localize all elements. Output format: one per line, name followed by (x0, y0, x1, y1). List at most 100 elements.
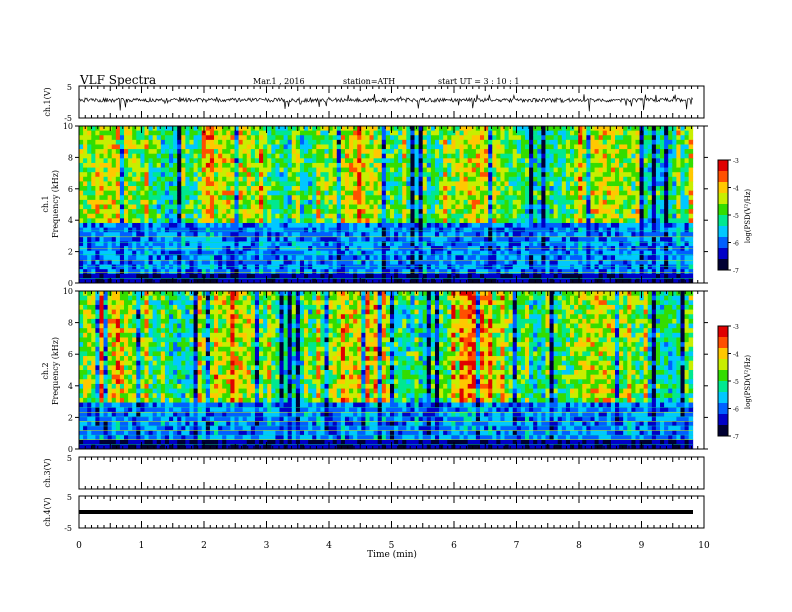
spectrogram-cell (406, 195, 411, 201)
spectrogram-cell (537, 158, 542, 164)
spectrogram-cell (99, 199, 104, 205)
spectrogram-cell (365, 250, 370, 256)
spectrogram-cell (537, 213, 542, 219)
spectrogram-cell (79, 135, 84, 141)
spectrogram-cell (668, 190, 673, 196)
spectrogram-cell (615, 255, 620, 261)
spectrogram-cell (124, 264, 129, 270)
spectrogram-cell (516, 139, 522, 145)
spectrogram-cell (336, 255, 342, 261)
spectrogram-cell (164, 273, 170, 279)
spectrogram-cell (439, 190, 444, 196)
spectrogram-cell (156, 273, 162, 279)
spectrogram-cell (218, 167, 223, 173)
spectrogram-cell (83, 241, 88, 247)
spectrogram-cell (287, 195, 293, 201)
spectrogram-cell (504, 172, 510, 178)
spectrogram-cell (214, 186, 219, 192)
spectrogram-cell (475, 199, 481, 205)
spectrogram-cell (639, 232, 645, 238)
spectrogram-cell (156, 144, 162, 150)
spectrogram-cell (623, 130, 628, 136)
spectrogram-cell (660, 167, 665, 173)
spectrogram-cell (344, 269, 350, 275)
spectrogram-cell (463, 209, 469, 215)
spectrogram-cell (128, 195, 133, 201)
spectrogram-cell (385, 158, 391, 164)
spectrogram-cell (639, 213, 645, 219)
spectrogram-cell (242, 190, 248, 196)
spectrogram-cell (377, 153, 383, 159)
spectrogram-cell (574, 222, 579, 228)
spectrogram-cell (242, 130, 248, 136)
spectrogram-cell (246, 232, 252, 238)
spectrogram-cell (83, 176, 88, 182)
spectrogram-cell (606, 227, 612, 233)
spectrogram-cell (271, 241, 276, 247)
spectrogram-cell (385, 176, 391, 182)
spectrogram-cell (279, 241, 284, 247)
spectrogram-cell (500, 213, 505, 219)
spectrogram-cell (516, 167, 522, 173)
spectrogram-cell (627, 227, 632, 233)
spectrogram-cell (254, 222, 260, 228)
spectrogram-cell (91, 186, 96, 192)
spectrogram-cell (95, 190, 100, 196)
spectrogram-cell (574, 213, 579, 219)
spectrogram-cell (488, 218, 493, 224)
spectrogram-cell (619, 255, 624, 261)
spectrogram-cell (144, 130, 149, 136)
spectrogram-cell (119, 139, 125, 145)
spectrogram-cell (205, 227, 211, 233)
spectrogram-cell (394, 241, 399, 247)
spectrogram-cell (582, 153, 587, 159)
spectrogram-cell (377, 213, 383, 219)
spectrogram-cell (218, 153, 223, 159)
spectrogram-cell (434, 190, 440, 196)
spectrogram-cell (222, 181, 227, 187)
spectrogram-cell (91, 264, 96, 270)
spectrogram-cell (205, 167, 211, 173)
spectrogram-cell (455, 186, 460, 192)
spectrogram-cell (197, 139, 203, 145)
spectrogram-cell (590, 259, 595, 265)
spectrogram-cell (160, 195, 166, 201)
spectrogram-cell (140, 135, 145, 141)
spectrogram-cell (324, 255, 329, 261)
spectrogram-cell (357, 162, 362, 168)
spectrogram-cell (234, 273, 239, 279)
spectrogram-cell (140, 130, 145, 136)
spectrogram-cell (463, 190, 469, 196)
spectrogram-cell (304, 209, 309, 215)
spectrogram-cell (664, 232, 669, 238)
spectrogram-cell (488, 144, 493, 150)
spectrogram-cell (295, 250, 301, 256)
spectrogram-cell (410, 269, 415, 275)
spectrogram-cell (660, 241, 665, 247)
spectrogram-cell (619, 153, 624, 159)
spectrogram-cell (181, 255, 186, 261)
spectrogram-cell (242, 232, 248, 238)
spectrogram-cell (267, 149, 272, 155)
spectrogram-cell (394, 139, 399, 145)
spectrogram-cell (508, 153, 514, 159)
spectrogram-cell (467, 273, 473, 279)
spectrogram-cell (95, 273, 100, 279)
spectrogram-cell (107, 241, 113, 247)
spectrogram-cell (234, 199, 239, 205)
spectrogram-cell (447, 269, 452, 275)
spectrogram-cell (230, 135, 235, 141)
spectrogram-cell (291, 176, 297, 182)
spectrogram-cell (369, 135, 374, 141)
spectrogram-cell (394, 199, 399, 205)
spectrogram-cell (606, 135, 612, 141)
spectrogram-cell (475, 255, 481, 261)
spectrogram-cell (598, 186, 604, 192)
spectrogram-cell (623, 176, 628, 182)
spectrogram-cell (357, 213, 362, 219)
spectrogram-cell (643, 269, 649, 275)
spectrogram-cell (594, 232, 600, 238)
spectrogram-cell (553, 278, 559, 284)
spectrogram-cell (418, 259, 424, 265)
spectrogram-cell (234, 195, 239, 201)
